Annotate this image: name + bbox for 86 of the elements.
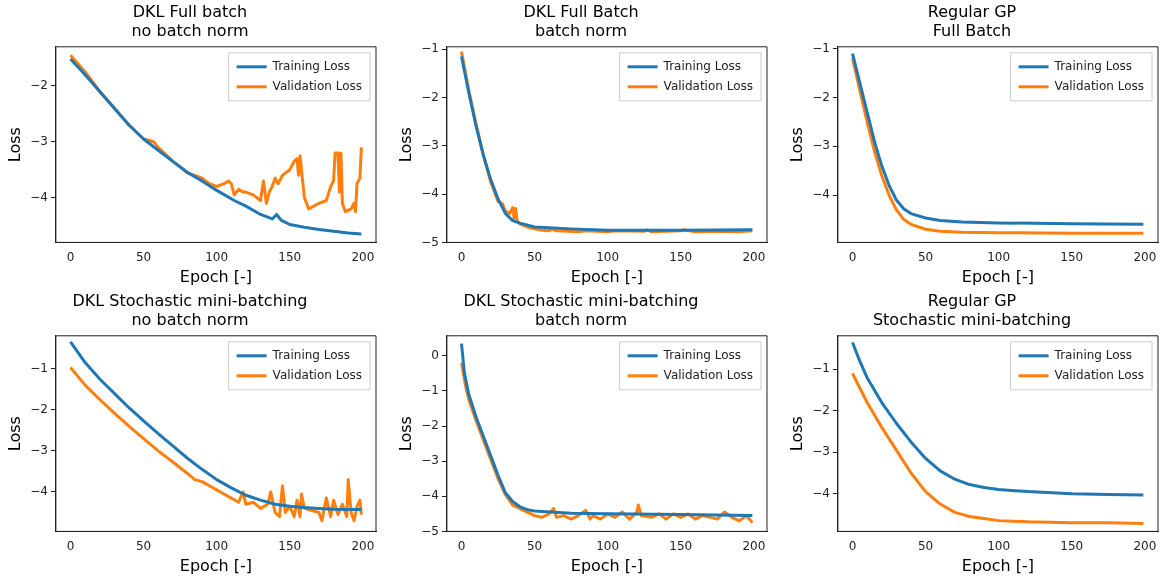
x-tick-label: 50 — [135, 249, 152, 264]
chart-title: Regular GP Full Batch — [927, 2, 1017, 40]
y-tick-label: −3 — [421, 137, 439, 152]
legend-label: Training Loss — [271, 347, 351, 362]
x-tick-label: 200 — [1133, 538, 1157, 553]
y-tick-label: −1 — [812, 361, 830, 376]
x-tick-label: 200 — [351, 538, 375, 553]
x-tick-label: 0 — [848, 249, 857, 264]
y-tick-label: −4 — [812, 187, 830, 202]
chart-title: DKL Stochastic mini-batching no batch norm — [72, 291, 308, 329]
y-tick-label: −3 — [30, 442, 48, 457]
chart-title: DKL Stochastic mini-batching batch norm — [463, 291, 699, 329]
legend-label: Validation Loss — [1054, 78, 1144, 93]
x-tick-label: 0 — [457, 538, 466, 553]
legend-label: Training Loss — [662, 58, 742, 73]
x-tick-label: 100 — [987, 538, 1011, 553]
y-tick-label: −4 — [421, 488, 439, 503]
y-tick-label: −4 — [812, 485, 830, 500]
x-tick-label: 0 — [66, 538, 75, 553]
y-tick-label: −2 — [812, 402, 830, 417]
y-axis-title: Loss — [4, 127, 24, 163]
x-tick-label: 0 — [66, 249, 75, 264]
x-axis-title: Epoch [-] — [179, 266, 253, 286]
y-tick-label: −3 — [812, 444, 830, 459]
legend-label: Training Loss — [1053, 58, 1133, 73]
x-tick-label: 150 — [669, 249, 693, 264]
legend-label: Training Loss — [271, 58, 351, 73]
x-tick-label: 50 — [526, 538, 543, 553]
legend-label: Validation Loss — [1054, 367, 1144, 382]
y-tick-label: −3 — [421, 453, 439, 468]
y-tick-label: −2 — [421, 89, 439, 104]
legend-label: Validation Loss — [272, 367, 362, 382]
x-tick-label: 50 — [917, 249, 934, 264]
x-tick-label: 50 — [135, 538, 152, 553]
y-tick-label: −4 — [30, 484, 48, 499]
y-tick-label: −4 — [30, 189, 48, 204]
y-axis-title: Loss — [4, 416, 24, 452]
y-tick-label: −1 — [812, 40, 830, 55]
x-axis-title: Epoch [-] — [961, 266, 1035, 286]
y-axis-title: Loss — [395, 416, 415, 452]
x-tick-label: 100 — [596, 249, 620, 264]
chart-title: DKL Full Batch batch norm — [523, 2, 639, 40]
x-axis-title: Epoch [-] — [570, 555, 644, 575]
x-tick-label: 150 — [1060, 538, 1084, 553]
x-tick-label: 100 — [596, 538, 620, 553]
legend-label: Training Loss — [1053, 347, 1133, 362]
chart-title: Regular GP Stochastic mini-batching — [872, 291, 1072, 329]
x-tick-label: 50 — [526, 249, 543, 264]
x-tick-label: 50 — [917, 538, 934, 553]
y-tick-label: −5 — [421, 523, 439, 538]
y-tick-label: −1 — [421, 383, 439, 398]
legend-label: Validation Loss — [272, 78, 362, 93]
y-tick-label: −2 — [812, 89, 830, 104]
x-tick-label: 0 — [848, 538, 857, 553]
legend-label: Validation Loss — [663, 78, 753, 93]
x-tick-label: 200 — [742, 249, 766, 264]
y-tick-label: −1 — [421, 41, 439, 56]
x-tick-label: 150 — [278, 538, 302, 553]
y-tick-label: −5 — [421, 234, 439, 249]
y-tick-label: −2 — [30, 401, 48, 416]
x-axis-title: Epoch [-] — [961, 555, 1035, 575]
x-tick-label: 0 — [457, 249, 466, 264]
x-tick-label: 150 — [278, 249, 302, 264]
x-tick-label: 200 — [1133, 249, 1157, 264]
y-tick-label: −3 — [812, 138, 830, 153]
x-tick-label: 150 — [669, 538, 693, 553]
y-tick-label: −1 — [30, 360, 48, 375]
legend-label: Validation Loss — [663, 367, 753, 382]
y-axis-title: Loss — [786, 416, 806, 452]
x-axis-title: Epoch [-] — [179, 555, 253, 575]
x-tick-label: 100 — [987, 249, 1011, 264]
y-tick-label: −4 — [421, 186, 439, 201]
legend-label: Training Loss — [662, 347, 742, 362]
x-axis-title: Epoch [-] — [570, 266, 644, 286]
chart-title: DKL Full batch no batch norm — [131, 2, 249, 40]
x-tick-label: 200 — [742, 538, 766, 553]
y-axis-title: Loss — [786, 127, 806, 163]
x-tick-label: 100 — [205, 538, 229, 553]
x-tick-label: 200 — [351, 249, 375, 264]
y-tick-label: −2 — [30, 78, 48, 93]
x-tick-label: 100 — [205, 249, 229, 264]
x-tick-label: 150 — [1060, 249, 1084, 264]
y-tick-label: 0 — [431, 347, 439, 362]
y-axis-title: Loss — [395, 127, 415, 163]
y-tick-label: −2 — [421, 418, 439, 433]
y-tick-label: −3 — [30, 133, 48, 148]
